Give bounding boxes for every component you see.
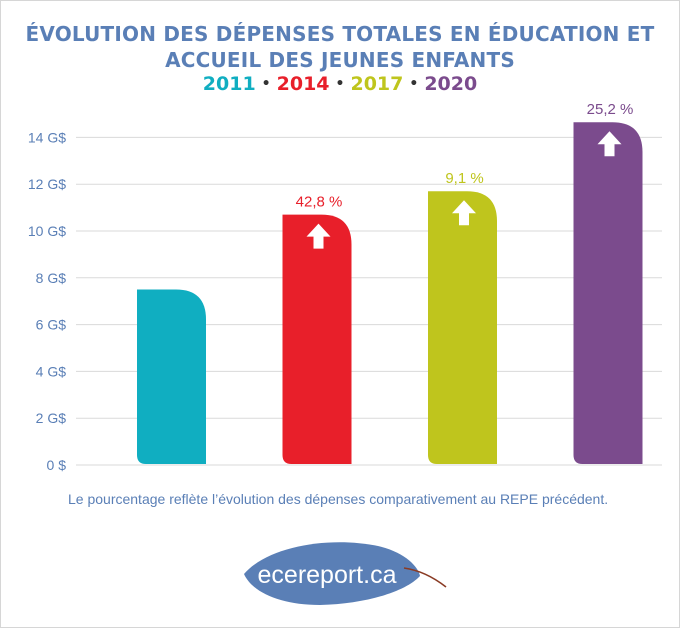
bar-2020 (573, 122, 643, 464)
y-tick-label: 10 G$ (28, 223, 66, 239)
up-arrow-icon (306, 223, 331, 249)
y-tick-label: 8 G$ (36, 270, 67, 286)
y-tick-label: 14 G$ (28, 129, 66, 145)
bar-2017 (428, 191, 497, 464)
y-tick-label: 6 G$ (36, 317, 67, 333)
y-tick-label: 4 G$ (36, 363, 67, 379)
year-legend-2020: 2020 (424, 73, 478, 95)
year-legend-2017: 2017 (350, 73, 404, 95)
chart-title-line-2: ACCUEIL DES JEUNES ENFANTS (165, 48, 515, 72)
footnote: Le pourcentage reflète l’évolution des d… (68, 491, 609, 507)
year-legend: 2011 • 2014 • 2017 • 2020 (0, 72, 680, 98)
y-tick-label: 0 $ (47, 457, 67, 473)
year-separator: • (261, 76, 271, 92)
change-label-2020: 25,2 % (587, 101, 634, 118)
y-tick-label: 2 G$ (36, 410, 67, 426)
bar-2014 (282, 214, 352, 464)
change-label-2017: 9,1 % (445, 170, 483, 187)
year-legend-2014: 2014 (276, 73, 330, 95)
y-tick-label: 12 G$ (28, 176, 66, 192)
chart-title-line-1: ÉVOLUTION DES DÉPENSES TOTALES EN ÉDUCAT… (25, 22, 655, 46)
up-arrow-icon (597, 131, 622, 157)
chart-title: ÉVOLUTION DES DÉPENSES TOTALES EN ÉDUCAT… (0, 21, 680, 73)
up-arrow-icon (452, 200, 476, 226)
change-label-2014: 42,8 % (296, 194, 343, 211)
bar-2011 (137, 289, 206, 464)
year-separator: • (335, 76, 345, 92)
year-separator: • (409, 76, 419, 92)
year-legend-2011: 2011 (202, 73, 256, 95)
